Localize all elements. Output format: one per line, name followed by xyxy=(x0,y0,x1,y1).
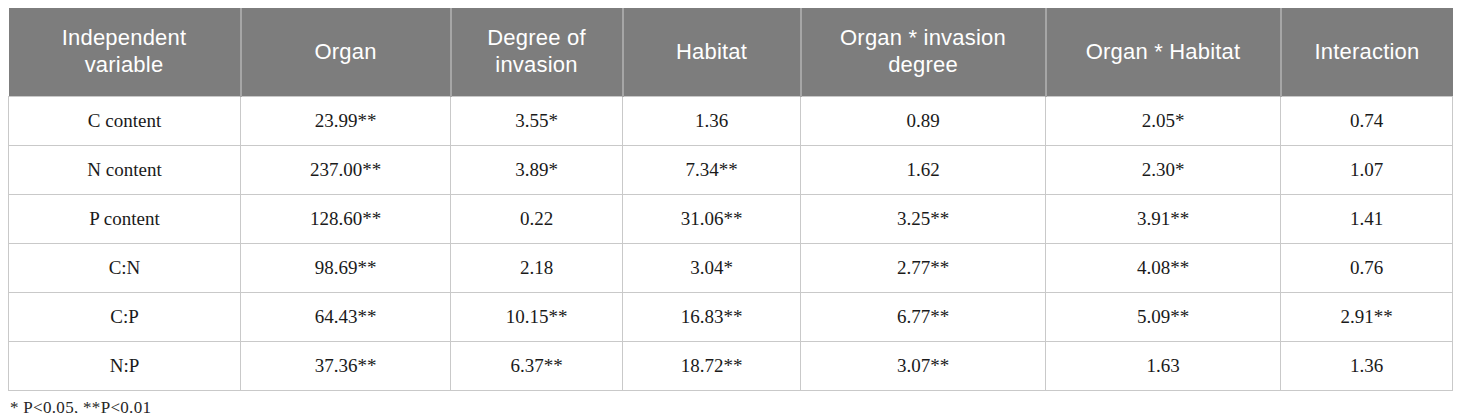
column-header-independent-variable: Independent variable xyxy=(9,8,241,97)
table-cell: 3.55* xyxy=(451,97,623,146)
table-cell: 3.91** xyxy=(1046,195,1281,244)
row-label: C content xyxy=(9,97,241,146)
table-cell: 3.89* xyxy=(451,146,623,195)
table-cell: 5.09** xyxy=(1046,293,1281,342)
table-cell: 98.69** xyxy=(241,244,451,293)
row-label: C:P xyxy=(9,293,241,342)
table-cell: 37.36** xyxy=(241,342,451,391)
table-cell: 16.83** xyxy=(623,293,801,342)
table-cell: 4.08** xyxy=(1046,244,1281,293)
table-cell: 64.43** xyxy=(241,293,451,342)
table-cell: 3.07** xyxy=(801,342,1046,391)
table-row: N:P 37.36** 6.37** 18.72** 3.07** 1.63 1… xyxy=(9,342,1453,391)
table-cell: 6.37** xyxy=(451,342,623,391)
table-row: P content 128.60** 0.22 31.06** 3.25** 3… xyxy=(9,195,1453,244)
anova-results-table: Independent variable Organ Degree of inv… xyxy=(8,8,1453,391)
row-label: N content xyxy=(9,146,241,195)
paper-table-figure: Independent variable Organ Degree of inv… xyxy=(0,0,1460,413)
significance-footnote: * P<0.05, **P<0.01 xyxy=(10,398,1460,413)
row-label: P content xyxy=(9,195,241,244)
table-cell: 0.76 xyxy=(1281,244,1453,293)
table-cell: 18.72** xyxy=(623,342,801,391)
table-row: C content 23.99** 3.55* 1.36 0.89 2.05* … xyxy=(9,97,1453,146)
table-cell: 31.06** xyxy=(623,195,801,244)
table-cell: 2.77** xyxy=(801,244,1046,293)
table-row: N content 237.00** 3.89* 7.34** 1.62 2.3… xyxy=(9,146,1453,195)
table-cell: 3.25** xyxy=(801,195,1046,244)
row-label: C:N xyxy=(9,244,241,293)
column-header-interaction: Interaction xyxy=(1281,8,1453,97)
table-cell: 23.99** xyxy=(241,97,451,146)
column-header-habitat: Habitat xyxy=(623,8,801,97)
table-cell: 2.30* xyxy=(1046,146,1281,195)
table-row: C:N 98.69** 2.18 3.04* 2.77** 4.08** 0.7… xyxy=(9,244,1453,293)
table-cell: 0.89 xyxy=(801,97,1046,146)
table-cell: 3.04* xyxy=(623,244,801,293)
table-header-row: Independent variable Organ Degree of inv… xyxy=(9,8,1453,97)
column-header-organ-invasion-degree: Organ * invasion degree xyxy=(801,8,1046,97)
column-header-organ-habitat: Organ * Habitat xyxy=(1046,8,1281,97)
table-cell: 2.91** xyxy=(1281,293,1453,342)
table-cell: 1.63 xyxy=(1046,342,1281,391)
table-cell: 1.36 xyxy=(1281,342,1453,391)
table-cell: 2.05* xyxy=(1046,97,1281,146)
table-cell: 2.18 xyxy=(451,244,623,293)
row-label: N:P xyxy=(9,342,241,391)
table-cell: 1.41 xyxy=(1281,195,1453,244)
table-cell: 0.74 xyxy=(1281,97,1453,146)
table-cell: 1.36 xyxy=(623,97,801,146)
table-cell: 1.62 xyxy=(801,146,1046,195)
table-cell: 0.22 xyxy=(451,195,623,244)
table-cell: 10.15** xyxy=(451,293,623,342)
table-cell: 1.07 xyxy=(1281,146,1453,195)
table-row: C:P 64.43** 10.15** 16.83** 6.77** 5.09*… xyxy=(9,293,1453,342)
table-cell: 6.77** xyxy=(801,293,1046,342)
column-header-degree-of-invasion: Degree of invasion xyxy=(451,8,623,97)
table-cell: 128.60** xyxy=(241,195,451,244)
column-header-organ: Organ xyxy=(241,8,451,97)
table-cell: 237.00** xyxy=(241,146,451,195)
table-cell: 7.34** xyxy=(623,146,801,195)
